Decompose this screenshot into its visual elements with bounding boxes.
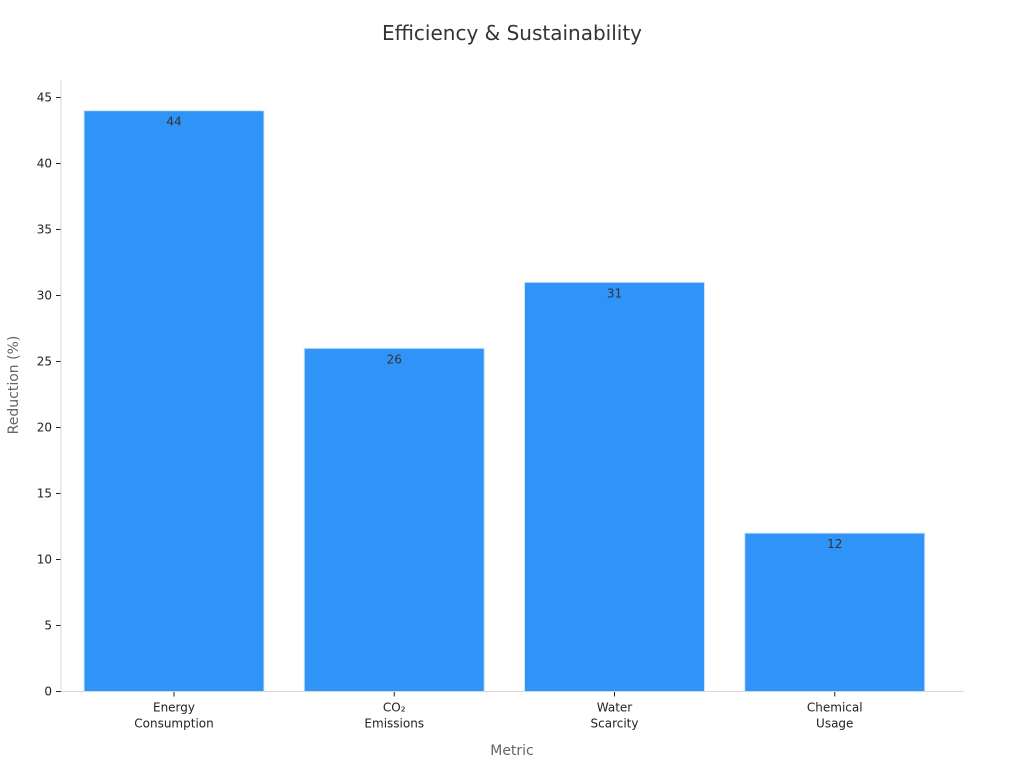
y-tick-label: 20 bbox=[37, 421, 52, 435]
x-tick-label: Chemical Usage bbox=[807, 701, 863, 731]
chart-title: Efficiency & Sustainability bbox=[382, 21, 642, 45]
x-axis: Energy Consumption CO₂ Emissions Water Scarci… bbox=[134, 691, 863, 731]
y-tick-label: 25 bbox=[37, 355, 52, 369]
bar-value-label: 12 bbox=[827, 537, 842, 551]
bars-layer bbox=[83, 110, 926, 692]
y-tick-label: 40 bbox=[37, 157, 52, 171]
bar-value-label: 31 bbox=[607, 286, 622, 300]
bar-value-label: 26 bbox=[387, 352, 402, 366]
bar bbox=[83, 110, 265, 692]
x-axis-title: Metric bbox=[490, 743, 534, 759]
y-tick-label: 15 bbox=[37, 487, 52, 501]
y-tick-label: 45 bbox=[37, 91, 52, 105]
x-tick-label: Energy Consumption bbox=[134, 701, 213, 731]
y-tick-label: 0 bbox=[44, 685, 52, 699]
y-tick-label: 5 bbox=[44, 619, 52, 633]
bar-value-label: 44 bbox=[166, 115, 181, 129]
bar bbox=[303, 347, 485, 692]
data-labels-layer: 44 26 31 12 bbox=[166, 115, 842, 551]
y-tick-label: 35 bbox=[37, 223, 52, 237]
x-tick-label: CO₂ Emissions bbox=[364, 701, 424, 731]
bar bbox=[524, 281, 705, 692]
y-axis-title: Reduction (%) bbox=[6, 336, 22, 435]
bar bbox=[744, 532, 926, 692]
y-tick-label: 30 bbox=[37, 289, 52, 303]
y-axis: 0 5 10 15 20 25 30 35 40 45 bbox=[37, 91, 61, 699]
x-tick-label: Water Scarcity bbox=[591, 701, 639, 731]
y-tick-label: 10 bbox=[37, 553, 52, 567]
